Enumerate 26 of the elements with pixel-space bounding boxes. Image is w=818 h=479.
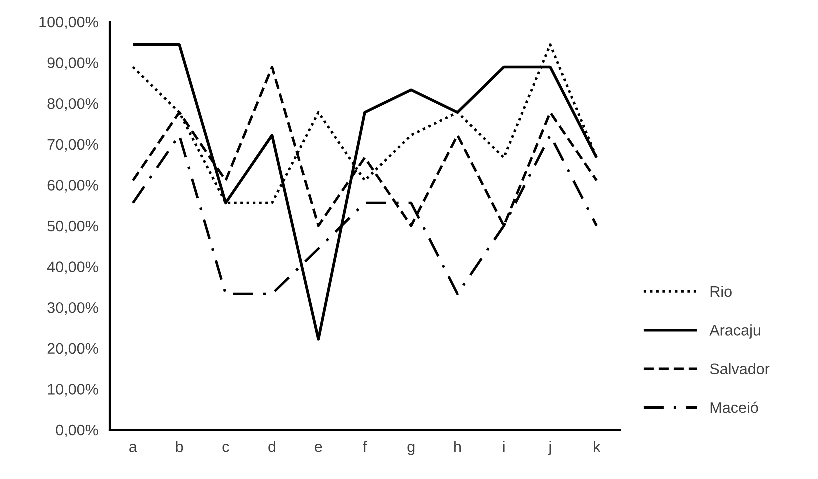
x-tick-label: i <box>503 441 505 452</box>
x-tick-label: j <box>548 441 552 456</box>
y-tick-label: 60,00% <box>48 180 98 193</box>
legend-label: Aracaju <box>710 324 760 339</box>
x-tick-label: c <box>222 444 230 452</box>
x-tick-label: k <box>594 441 601 452</box>
y-tick-label: 30,00% <box>48 302 98 316</box>
y-tick-label: 50,00% <box>48 220 98 234</box>
y-tick-label: 90,00% <box>48 58 98 70</box>
x-tick-label: a <box>130 444 138 452</box>
x-tick-label: d <box>268 441 276 452</box>
x-tick-label: f <box>363 441 368 452</box>
y-tick-label: 80,00% <box>48 98 98 112</box>
y-tick-label: 40,00% <box>47 262 98 274</box>
y-tick-label: 10,00% <box>48 384 98 397</box>
legend-label: Maceió <box>710 402 758 414</box>
y-tick-label: 20,00% <box>48 343 98 356</box>
y-tick-label: 0,00% <box>56 424 98 438</box>
y-tick-label: 70,00% <box>48 139 98 152</box>
x-tick-label: b <box>176 441 184 452</box>
x-tick-label: e <box>315 444 322 452</box>
legend-label: Rio <box>710 286 732 298</box>
legend-label: Salvador <box>710 363 770 375</box>
x-tick-label: g <box>408 444 415 456</box>
y-tick-label: 100,00% <box>40 16 98 30</box>
x-tick-label: h <box>454 441 461 452</box>
